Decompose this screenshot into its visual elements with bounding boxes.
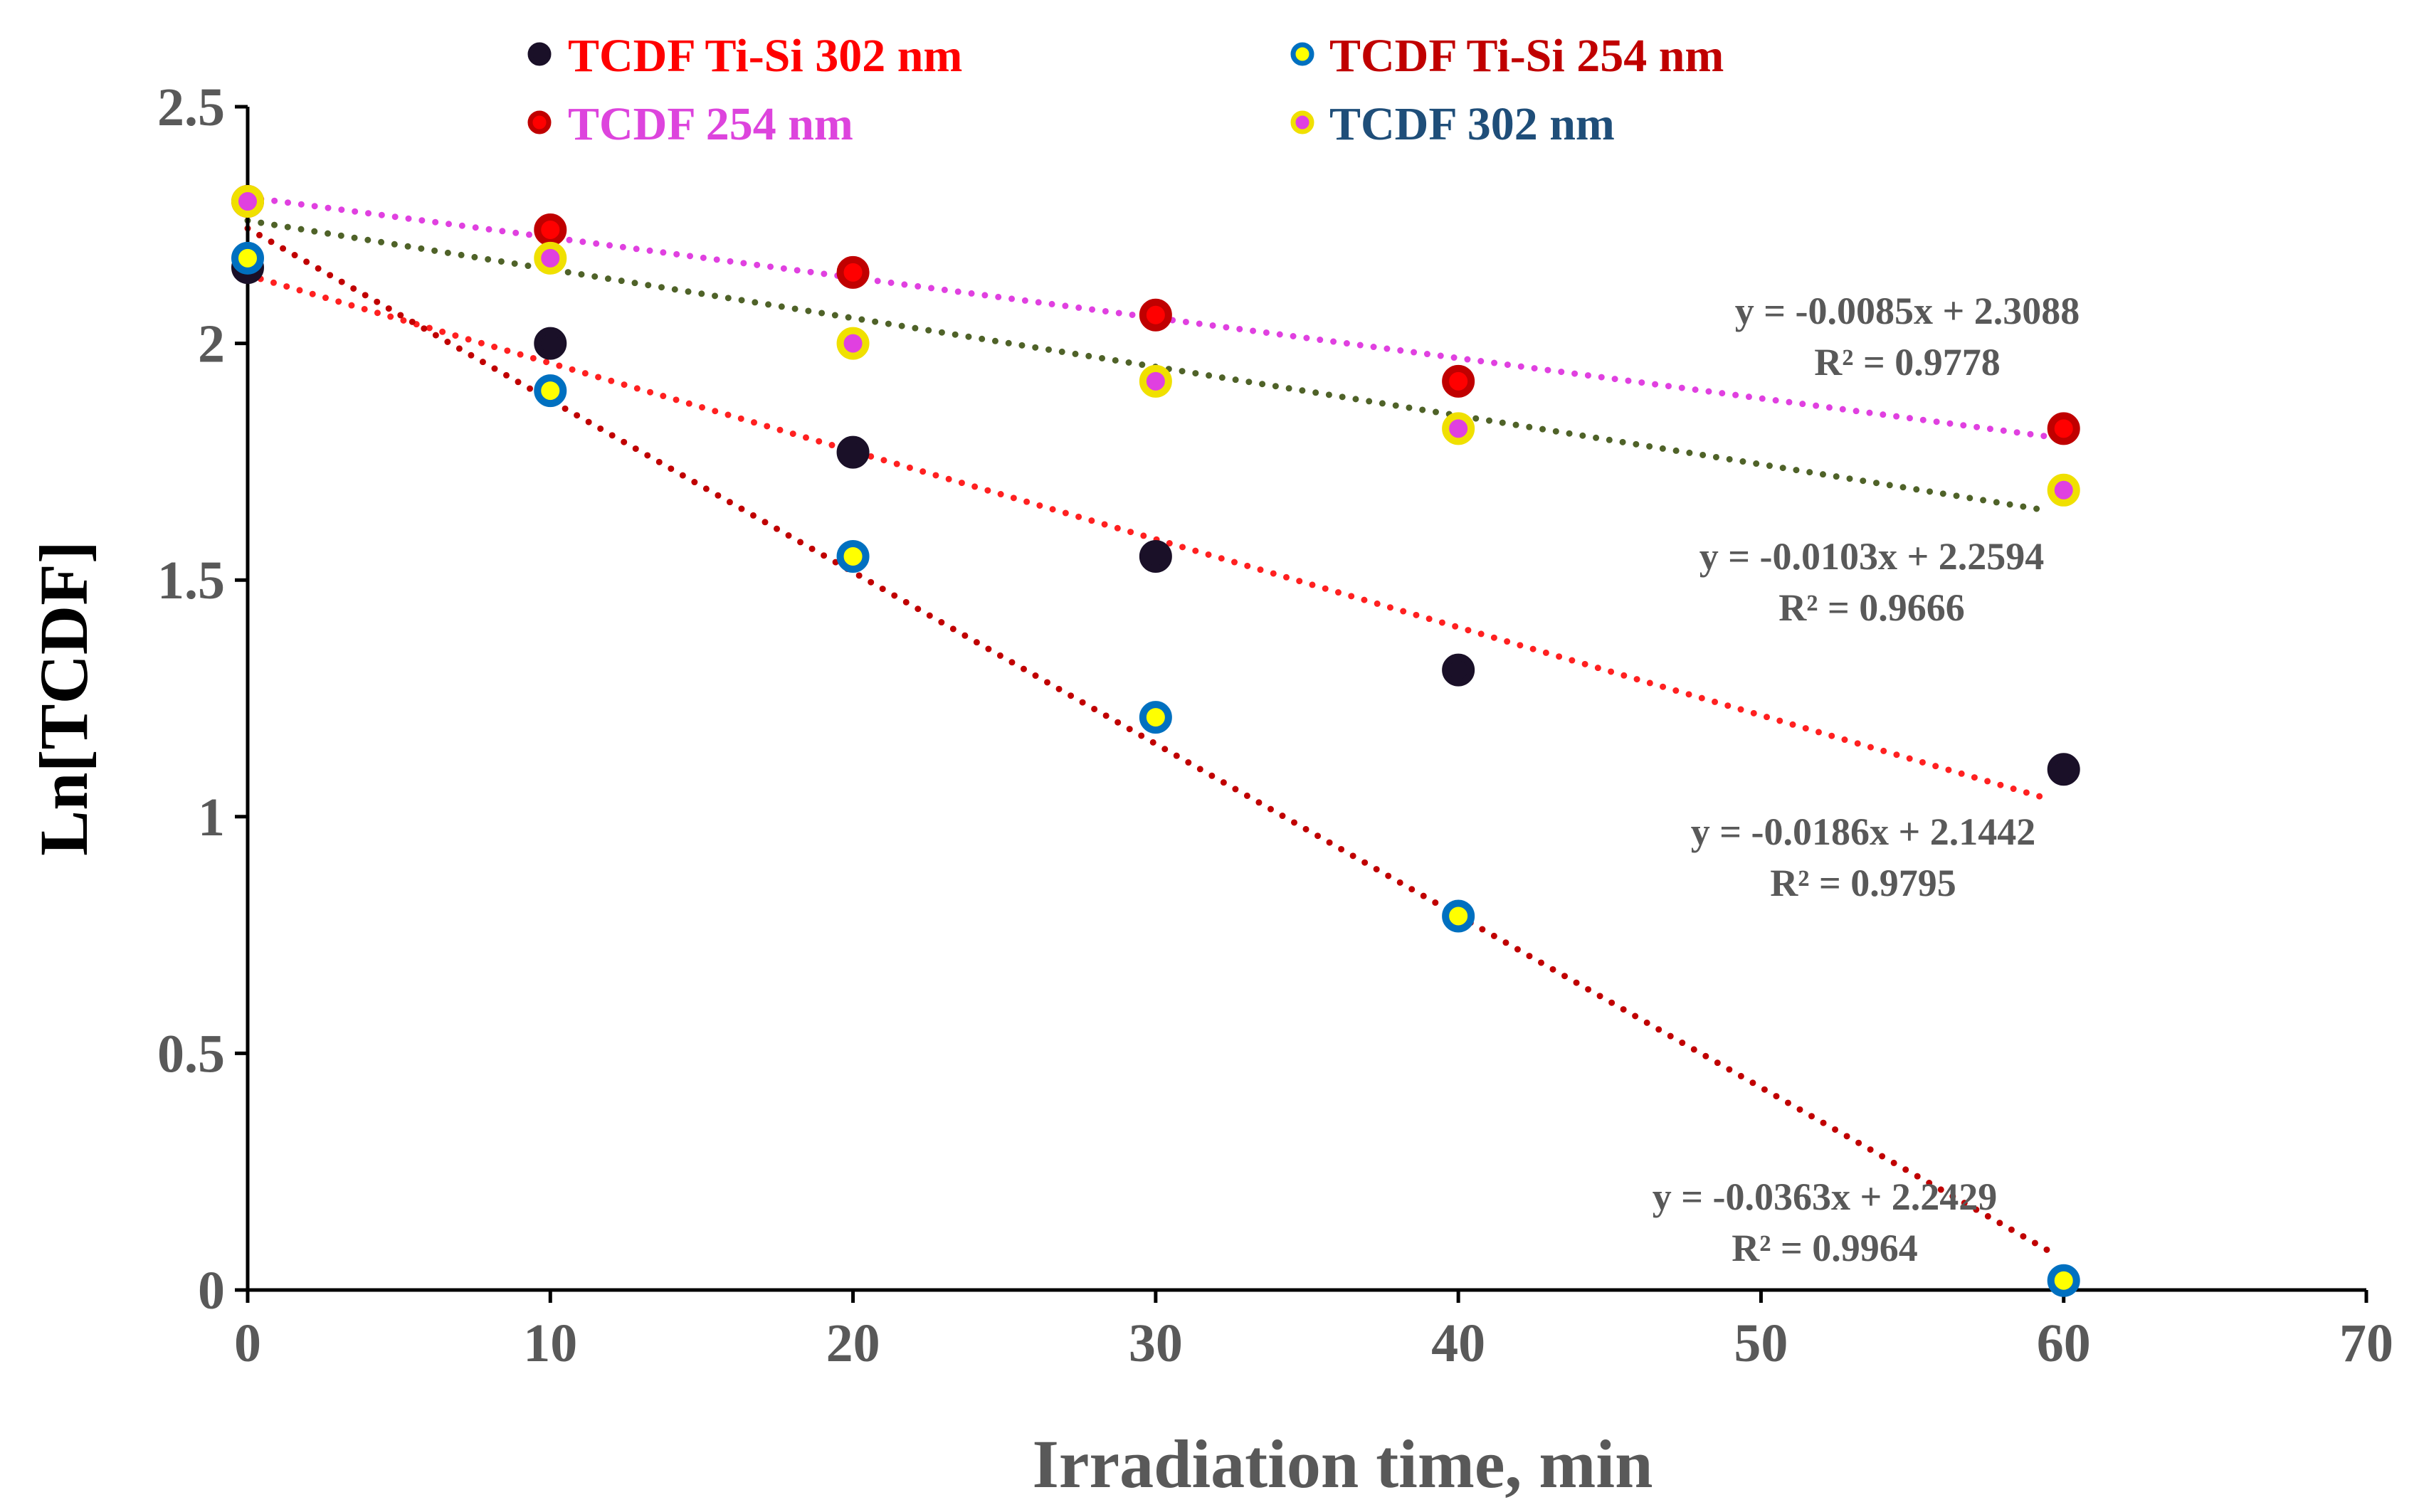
- data-point: [1442, 653, 1475, 687]
- legend-label: TCDF Ti-Si 302 nm: [568, 30, 962, 82]
- trendline-r-squared: R² = 0.9964: [1732, 1227, 1917, 1269]
- data-points: [231, 185, 2080, 1297]
- data-point: [836, 255, 870, 289]
- x-tick-label: 20: [826, 1313, 880, 1373]
- y-tick-label: 1.5: [157, 551, 225, 610]
- trendline-r-squared: R² = 0.9795: [1770, 862, 1956, 904]
- labels: TCDF Ti-Si 302 nm TCDF Ti-Si 254 nm TCDF 2…: [527, 30, 2080, 1269]
- legend-marker: [1290, 42, 1314, 66]
- data-point: [2047, 473, 2080, 507]
- x-tick-label: 10: [523, 1313, 577, 1373]
- x-tick-label: 60: [2037, 1313, 2091, 1373]
- legend-label: TCDF 302 nm: [1329, 98, 1615, 150]
- y-tick-label: 1: [198, 788, 225, 847]
- legend-marker: [527, 42, 552, 66]
- data-point: [231, 185, 264, 218]
- trendline-equation: y = -0.0363x + 2.2429: [1653, 1175, 1998, 1218]
- data-point: [1442, 412, 1475, 445]
- y-tick-label: 0: [198, 1261, 225, 1321]
- data-point: [836, 327, 870, 360]
- data-point: [2047, 412, 2080, 445]
- data-point: [1442, 364, 1475, 398]
- y-tick-label: 0.5: [157, 1024, 225, 1084]
- data-point: [1139, 298, 1172, 332]
- trendline-equation: y = -0.0186x + 2.1442: [1691, 810, 2036, 853]
- data-point: [1139, 364, 1172, 398]
- data-point: [2047, 1264, 2080, 1297]
- trendline-4: [244, 217, 2052, 514]
- x-tick-label: 50: [1734, 1313, 1788, 1373]
- data-point: [2047, 753, 2080, 786]
- data-point: [534, 374, 567, 408]
- x-tick-label: 30: [1129, 1313, 1183, 1373]
- axes: 0 10 20 30 40 50 60 70 0 0.5 1 1.5 2 2.5 Irradiation t…: [26, 78, 2393, 1502]
- trendline-r-squared: R² = 0.9666: [1778, 586, 1964, 629]
- legend-marker: [1290, 110, 1314, 134]
- data-point: [1139, 539, 1172, 573]
- data-point: [534, 327, 567, 360]
- y-tick-label: 2.5: [157, 78, 225, 137]
- trendline-r-squared: R² = 0.9778: [1814, 341, 2000, 384]
- trendline-1: [244, 272, 2052, 803]
- y-axis-title: Ln[TCDF]: [26, 541, 102, 856]
- data-point: [1139, 701, 1172, 734]
- legend-marker: [527, 110, 552, 134]
- x-tick-label: 40: [1431, 1313, 1485, 1373]
- data-point: [836, 435, 870, 469]
- data-point: [534, 213, 567, 246]
- x-tick-label: 70: [2339, 1313, 2393, 1373]
- legend-label: TCDF Ti-Si 254 nm: [1329, 30, 1724, 82]
- trendline-equation: y = -0.0103x + 2.2594: [1699, 535, 2045, 578]
- x-axis-title: Irradiation time, min: [1033, 1426, 1653, 1502]
- data-point: [1442, 899, 1475, 933]
- data-point: [534, 241, 567, 275]
- trendline-equation: y = -0.0085x + 2.3088: [1735, 290, 2080, 332]
- data-point: [836, 539, 870, 573]
- y-tick-label: 2: [198, 314, 225, 374]
- legend-label: TCDF 254 nm: [568, 98, 853, 150]
- x-tick-label: 0: [234, 1313, 261, 1373]
- data-point: [231, 241, 264, 275]
